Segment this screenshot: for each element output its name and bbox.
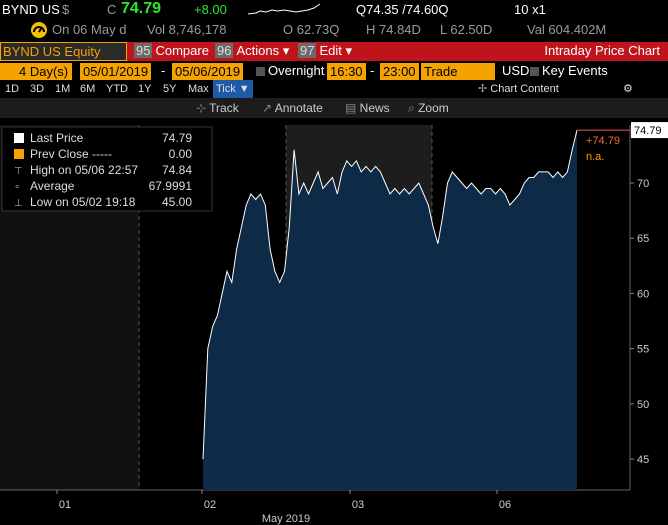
period-button[interactable]: Tick ▼ [213,80,253,98]
tool-button[interactable]: ⊹ Track [196,101,239,115]
legend-icon: ⊥ [14,198,23,209]
separator: - [370,63,375,78]
y-tick-label: 60 [637,288,649,300]
overnight: Overnight [268,63,325,78]
x-tick-label: 01 [59,499,71,511]
legend-name: High on 05/06 22:57 [30,163,138,177]
legend-icon: ∘ [14,182,20,193]
y-tick-label: 65 [637,233,649,245]
x-tick-label: 06 [499,499,511,511]
ticker: BYND US [2,2,60,17]
size: 10 x1 [514,2,546,17]
low: L 62.50D [440,22,493,37]
currency: $ [62,2,70,17]
legend-value: 67.9991 [149,179,193,193]
period-button[interactable]: 1D [5,83,20,95]
to-time[interactable]: 23:00 [380,63,419,80]
y-tick-label: 45 [637,454,649,466]
period-button[interactable]: Max [188,83,209,95]
legend-value: 45.00 [162,195,192,209]
legend-name: Average [30,179,75,193]
checkbox[interactable] [530,67,539,76]
chart-content[interactable]: ✢ Chart Content [478,83,559,95]
tool-label: News [359,101,390,115]
period-button[interactable]: 1M [55,83,71,95]
menu-label: Actions ▾ [236,43,290,58]
tool-label: Annotate [274,101,323,115]
period-button[interactable]: 6M [80,83,96,95]
day-count[interactable]: 4 Day(s) [0,63,72,80]
price-line [202,129,578,460]
menu-actions[interactable]: 96 Actions ▾ [211,42,294,60]
tool-button[interactable]: ▤ News [345,101,390,115]
page-title: Intraday Price Chart [544,43,660,58]
y-tick-label: 70 [637,178,649,190]
security[interactable]: BYND US Equity [0,42,127,61]
high: H 74.84D [366,22,421,37]
last-value: 74.79 [634,125,662,137]
close-price: 74.79 [121,0,162,17]
key-events: Key Events [542,63,608,78]
legend-box [1,126,213,212]
period-button[interactable]: 5Y [163,83,177,95]
legend-value: 74.79 [162,131,192,145]
end-date[interactable]: 05/06/2019 [172,63,244,80]
menu-label: Edit ▾ [319,43,353,58]
tool-bar [0,98,668,118]
unit: Day(s) [29,64,69,79]
start-date[interactable]: 05/01/2019 [80,63,152,80]
last-box [631,122,668,139]
count: 4 [19,64,27,79]
menu-compare[interactable]: 95 Compare [130,42,213,60]
legend-name: Last Price [30,131,84,145]
from-time[interactable]: 16:30 [327,63,366,80]
legend-name: Low on 05/02 19:18 [30,195,136,209]
sparkline [247,3,321,15]
volume: Vol 8,746,178 [147,22,227,37]
close-label: C [107,2,117,17]
menu-key: 96 [215,43,234,58]
tool-button[interactable]: ⌕ Zoom [408,101,449,115]
tool-label: Zoom [418,101,449,115]
legend-icon: ⊤ [14,166,23,177]
separator: - [161,63,166,78]
menu-key: 95 [134,43,153,58]
legend-name: Prev Close ----- [30,147,112,161]
x-tick-label: 02 [204,499,216,511]
period-button[interactable]: 3D [30,83,45,95]
legend-swatch [14,149,24,159]
checkbox[interactable] [256,67,265,76]
period-button[interactable]: YTD [106,83,128,95]
menu-label: Compare [155,43,209,58]
tool-button[interactable]: ↗ Annotate [262,101,323,115]
quote: Q74.35 /74.60Q [356,2,449,17]
last-change: +74.79 [586,135,620,147]
y-tick-label: 50 [637,399,649,411]
currency-select[interactable]: USD [502,63,530,78]
y-tick-label: 55 [637,344,649,356]
period-button[interactable]: 1Y [138,83,152,95]
menu-key: 97 [298,43,317,58]
legend-swatch [14,133,24,143]
x-tick-label: 03 [352,499,364,511]
date: On 06 May d [52,22,127,37]
tool-label: Track [209,101,239,115]
chart-content-label: Chart Content [490,83,559,95]
gauge-icon [31,22,47,38]
change: +8.00 [194,2,227,17]
menu-edit[interactable]: 97 Edit ▾ [294,42,357,60]
legend-value: 74.84 [162,163,192,177]
field[interactable]: Trade [421,63,495,80]
last-note: n.a. [586,151,604,163]
price-area [203,130,577,490]
x-axis-title: May 2019 [262,513,310,525]
value: Val 604.402M [527,22,607,37]
settings[interactable]: ⚙ [623,83,633,95]
open: O 62.73Q [283,22,340,37]
legend-value: 0.00 [169,147,193,161]
